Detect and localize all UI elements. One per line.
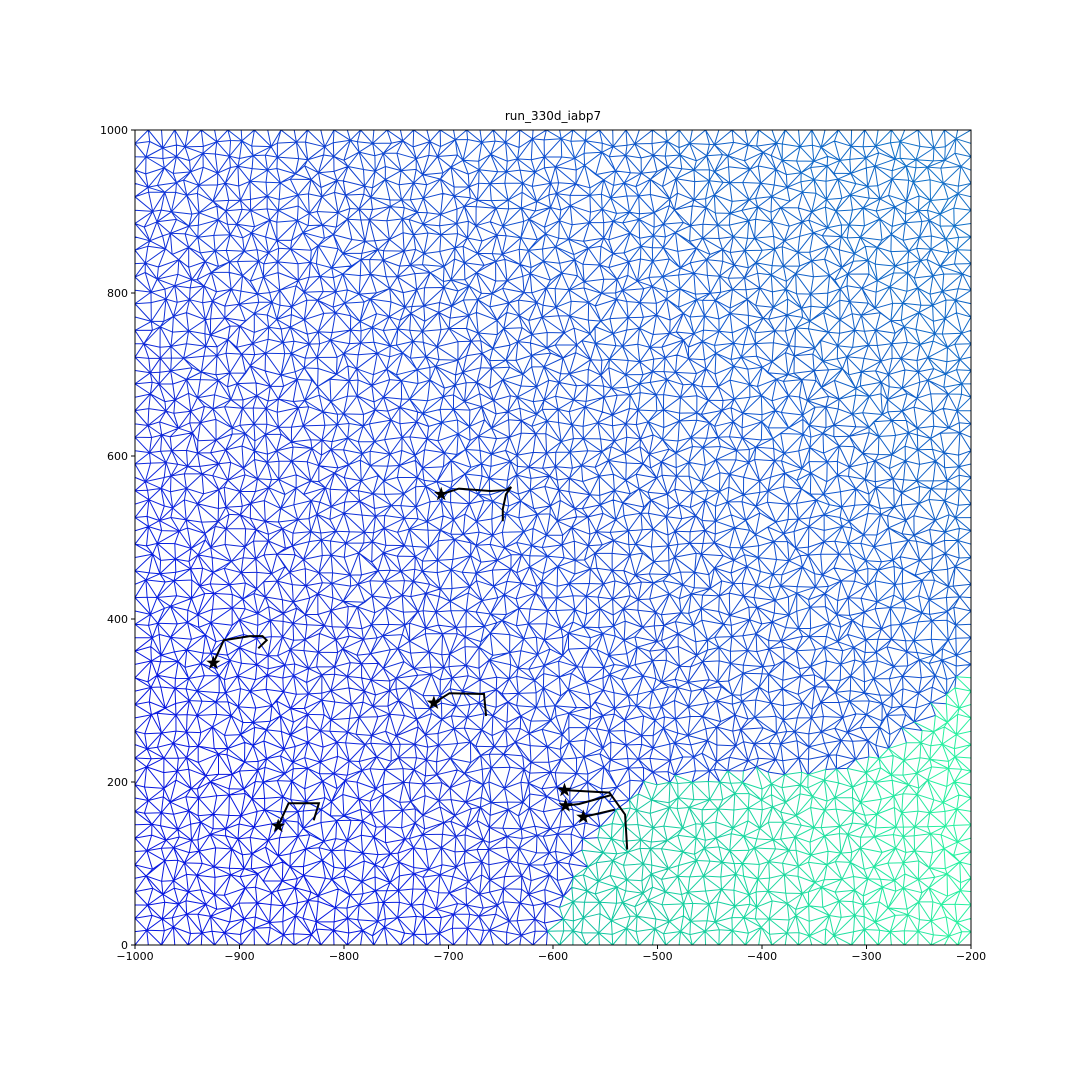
start-marker	[558, 798, 573, 812]
mesh-edges	[439, 130, 947, 749]
mesh-edges	[753, 766, 803, 945]
mesh-edges	[135, 130, 676, 828]
mesh-edges	[729, 770, 763, 945]
start-marker	[557, 782, 572, 797]
trajectory	[440, 486, 513, 522]
mesh-edges	[135, 464, 480, 945]
mesh-edges	[332, 130, 880, 776]
mesh-edges	[135, 624, 363, 945]
start-marker	[576, 809, 591, 824]
x-tick-label: −200	[956, 950, 986, 963]
mesh-edges	[267, 130, 786, 783]
y-tick-label: 1000	[100, 124, 128, 137]
mesh-edges	[135, 156, 601, 908]
x-tick-label: −300	[851, 950, 881, 963]
mesh-edges	[860, 748, 897, 945]
trajectory	[433, 692, 488, 717]
mesh-edges	[887, 721, 936, 945]
mesh-edges	[544, 130, 971, 695]
mesh-edges	[864, 130, 971, 277]
x-tick-label: −500	[642, 950, 672, 963]
start-marker	[271, 818, 286, 833]
mesh-edges	[794, 756, 875, 945]
x-tick-label: −700	[433, 950, 463, 963]
y-tick-label: 800	[107, 287, 128, 300]
mesh-edges	[927, 664, 971, 945]
start-marker	[206, 655, 221, 670]
trajectory	[564, 789, 629, 850]
mesh-edges	[758, 130, 971, 424]
mesh	[135, 130, 971, 945]
mesh-edges	[595, 809, 628, 945]
trajectory	[277, 802, 321, 827]
x-tick-label: −800	[329, 950, 359, 963]
mesh-edges	[611, 780, 678, 945]
mesh-edges	[661, 770, 743, 945]
mesh-edges	[612, 130, 971, 639]
x-tick-label: −900	[224, 950, 254, 963]
mesh-edges	[904, 130, 971, 224]
mesh-edges	[214, 130, 721, 783]
mesh-edges	[944, 130, 971, 158]
y-tick-label: 600	[107, 450, 128, 463]
chart-title: run_330d_iabp7	[505, 109, 601, 123]
x-tick-label: −1000	[116, 950, 153, 963]
mesh-edges	[135, 436, 494, 945]
start-marker	[426, 695, 441, 709]
y-tick-label: 200	[107, 776, 128, 789]
x-tick-label: −400	[747, 950, 777, 963]
trajectory	[212, 635, 269, 664]
axes-frame	[134, 129, 972, 946]
y-tick-label: 0	[121, 939, 128, 952]
mesh-edges	[135, 490, 454, 945]
mesh-edges	[546, 826, 613, 945]
y-tick-label: 400	[107, 613, 128, 626]
mesh-edges	[135, 317, 564, 945]
mesh-edges	[652, 130, 971, 585]
start-marker	[434, 486, 449, 501]
x-tick-label: −600	[538, 950, 568, 963]
